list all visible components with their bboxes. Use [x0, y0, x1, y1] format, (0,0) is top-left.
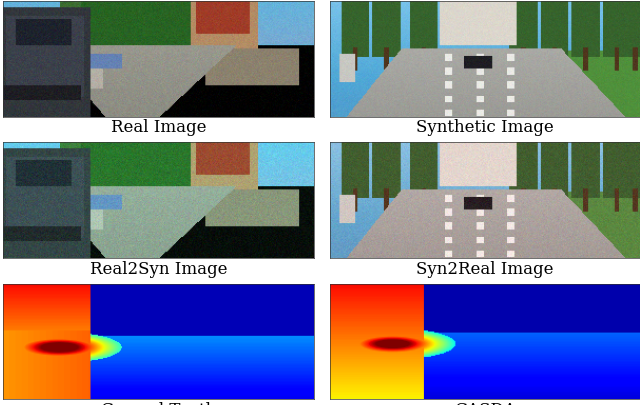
- Text: Synthetic Image: Synthetic Image: [416, 119, 554, 136]
- Text: Syn2Real Image: Syn2Real Image: [416, 260, 554, 277]
- Text: GASDA: GASDA: [454, 401, 516, 405]
- Text: Ground Truth: Ground Truth: [100, 401, 216, 405]
- Text: Real Image: Real Image: [111, 119, 206, 136]
- Text: Real2Syn Image: Real2Syn Image: [90, 260, 227, 277]
